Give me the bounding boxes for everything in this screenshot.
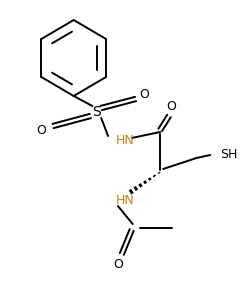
Text: O: O [140,88,149,101]
Text: O: O [36,124,46,137]
Text: S: S [92,105,101,119]
Text: HN: HN [116,194,135,206]
Text: HN: HN [116,134,135,147]
Text: O: O [113,257,123,270]
Text: O: O [166,99,176,113]
Text: SH: SH [220,149,237,162]
